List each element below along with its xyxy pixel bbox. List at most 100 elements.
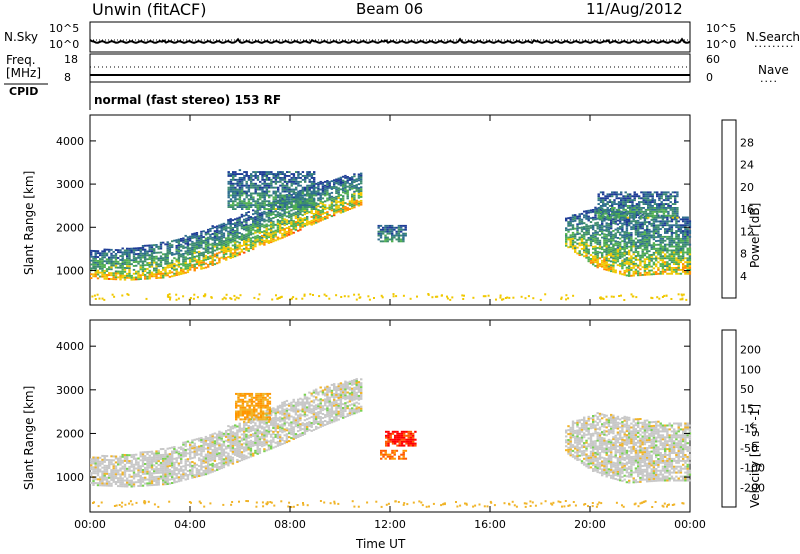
cell-power	[103, 271, 106, 274]
cell-vel	[171, 478, 174, 481]
cell-power	[607, 238, 611, 241]
cell-power	[650, 254, 653, 256]
cell-power	[290, 228, 293, 231]
cell-vel	[189, 461, 192, 464]
cell-power	[628, 249, 631, 252]
cell-power	[637, 247, 640, 249]
cell-power	[254, 186, 257, 189]
cell-power	[592, 255, 595, 258]
cell-power	[637, 231, 640, 234]
cell-vel	[159, 458, 163, 460]
cell-vel	[96, 458, 100, 461]
cell-power	[565, 233, 568, 235]
ground-scatter-power	[409, 297, 412, 300]
cell-power	[677, 263, 680, 265]
colorbar-tick-label: 4	[740, 270, 747, 283]
cell-power	[204, 239, 208, 242]
cell-power	[227, 173, 230, 175]
cell-power	[664, 232, 667, 234]
cell-power	[295, 200, 298, 203]
cell-power	[602, 214, 605, 217]
cell-power	[656, 195, 659, 198]
cell-power	[209, 235, 212, 238]
cell-power	[146, 277, 149, 280]
cell-power	[259, 180, 262, 183]
cell-vel	[153, 456, 156, 459]
cell-power	[596, 252, 599, 255]
cell-power	[351, 182, 354, 184]
cell-power	[180, 238, 183, 240]
cell-vel	[209, 434, 212, 437]
cell-power	[660, 197, 663, 200]
cell-power	[565, 227, 568, 230]
cell-power	[295, 204, 298, 207]
cell-vel	[96, 472, 100, 475]
cell-power	[184, 252, 187, 255]
cell-power	[232, 190, 235, 193]
cell-power	[247, 198, 251, 201]
cell-power	[655, 249, 658, 252]
cell-power	[148, 277, 151, 280]
cell-power	[353, 179, 356, 182]
cell-power	[635, 195, 639, 198]
cell-power	[665, 199, 668, 202]
cell-power	[671, 191, 675, 194]
cell-power	[653, 214, 657, 217]
cell-power	[304, 194, 307, 197]
cell-power	[631, 201, 634, 203]
ground-scatter-power	[392, 293, 395, 296]
cell-power	[295, 171, 298, 173]
cell-power	[153, 255, 156, 258]
cell-power	[675, 270, 678, 273]
cell-power	[294, 217, 298, 220]
cell-power	[254, 218, 257, 221]
cell-power	[612, 266, 615, 269]
cell-power	[231, 254, 235, 257]
cell-power	[580, 242, 584, 244]
cell-power	[299, 184, 302, 187]
cell-power	[657, 239, 660, 242]
cell-power	[96, 271, 100, 274]
cell-power	[238, 206, 242, 208]
cell-power	[607, 224, 611, 227]
cell-vel	[112, 469, 115, 472]
cell-power	[626, 212, 630, 215]
cell-power	[290, 178, 293, 181]
cell-power	[395, 238, 398, 241]
cell-vel	[92, 458, 95, 461]
cell-power	[281, 177, 284, 179]
ground-scatter-power	[168, 293, 171, 296]
cell-power	[335, 178, 338, 181]
cell-power	[606, 195, 609, 198]
cell-power	[647, 197, 650, 200]
cell-power	[218, 257, 221, 260]
cell-power	[339, 209, 343, 212]
cell-power	[290, 215, 293, 218]
cell-power	[308, 188, 311, 191]
cell-power	[675, 261, 678, 264]
cell-power	[166, 243, 169, 246]
cell-power	[673, 259, 676, 262]
cell-power	[159, 274, 163, 277]
cell-power	[377, 234, 380, 237]
cell-power	[290, 177, 293, 179]
cell-vel	[110, 471, 113, 473]
cell-power	[153, 259, 156, 262]
cell-power	[348, 179, 352, 181]
cell-power	[153, 257, 156, 260]
cell-power	[261, 206, 264, 208]
cell-power	[231, 223, 235, 225]
cell-vel	[171, 446, 174, 449]
cell-power	[101, 273, 104, 276]
cell-vel	[216, 453, 219, 456]
cell-power	[661, 270, 665, 273]
cell-power	[200, 265, 203, 268]
ground-scatter-power	[446, 295, 448, 298]
cell-power	[270, 217, 273, 220]
cell-power	[279, 180, 282, 183]
cell-power	[283, 196, 287, 199]
ground-scatter-power	[323, 293, 326, 296]
cell-vel	[150, 450, 154, 453]
cell-vel	[148, 454, 151, 457]
cell-power	[614, 242, 617, 245]
